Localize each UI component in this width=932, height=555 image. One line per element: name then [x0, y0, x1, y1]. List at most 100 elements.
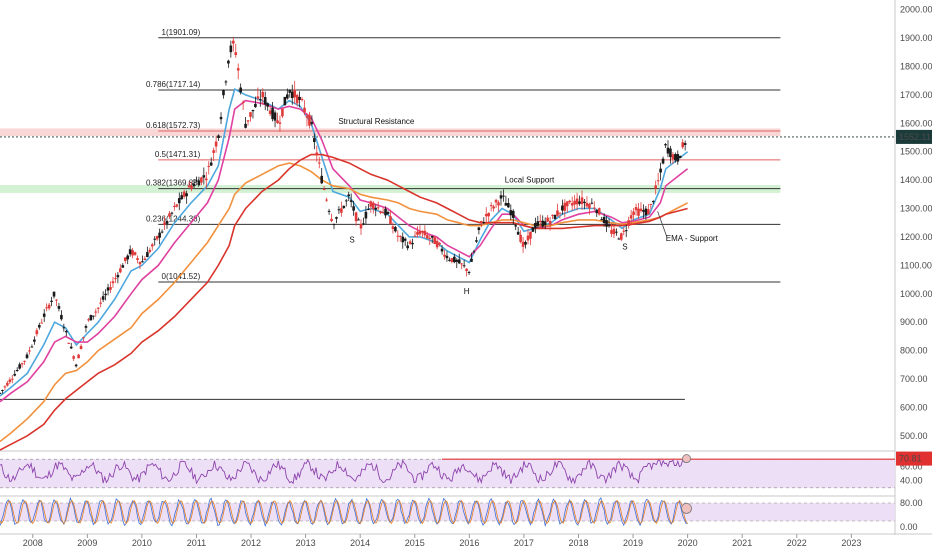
candle-body	[99, 302, 102, 304]
y-tick-label: 600.00	[900, 402, 928, 412]
candle-body	[234, 52, 238, 55]
candle-body	[200, 177, 203, 183]
candle-body	[8, 379, 12, 383]
candle-body	[475, 240, 478, 242]
candle-body	[583, 201, 586, 204]
candle-body	[271, 107, 274, 120]
candle-body	[352, 206, 355, 211]
candle-body	[104, 293, 107, 296]
candle-body	[332, 224, 336, 226]
candle-body	[347, 194, 351, 196]
candle-body	[92, 315, 95, 317]
candle-body	[170, 212, 174, 214]
candle-body	[440, 248, 444, 252]
candle-body	[433, 237, 436, 245]
candle-body	[229, 45, 233, 53]
x-tick-label: 2014	[350, 538, 370, 548]
candle-body	[620, 233, 623, 240]
y-tick-label: 1900.00	[900, 33, 932, 43]
rsi-tick-label: 60.00	[900, 461, 923, 471]
candle-body	[416, 231, 419, 235]
y-tick-label: 500.00	[900, 431, 928, 441]
candle-body	[6, 382, 9, 386]
candle-body	[467, 271, 471, 273]
candle-body	[168, 213, 171, 217]
candle-body	[538, 220, 542, 222]
candle-body	[450, 258, 454, 262]
last-price-tag	[896, 129, 932, 144]
candle-body	[155, 236, 159, 240]
candle-body	[136, 258, 139, 260]
candle-body	[72, 356, 75, 359]
y-tick-label: 1800.00	[900, 61, 932, 71]
candle-body	[330, 218, 333, 221]
candle-body	[499, 195, 503, 199]
candle-body	[337, 209, 341, 211]
candle-body	[629, 215, 633, 219]
moving-average-line	[0, 162, 688, 443]
candle-body	[217, 135, 220, 139]
candle-body	[406, 245, 409, 249]
candle-body	[214, 141, 218, 147]
candle-body	[647, 209, 650, 215]
candle-body	[89, 315, 93, 321]
candle-body	[344, 200, 348, 202]
candle-body	[173, 206, 176, 208]
candle-body	[482, 222, 486, 224]
candle-body	[305, 116, 309, 118]
moving-average-line	[0, 88, 689, 397]
x-tick-label: 2020	[678, 538, 698, 548]
candle-body	[40, 322, 44, 324]
candle-body	[150, 244, 154, 247]
candle-body	[637, 208, 640, 216]
rsi-value-tag	[896, 451, 932, 466]
candle-body	[109, 287, 112, 290]
candle-body	[310, 122, 314, 124]
candle-body	[293, 89, 296, 98]
candle-body	[298, 96, 301, 100]
candle-body	[575, 198, 579, 205]
candle-body	[563, 202, 567, 211]
candle-body	[671, 154, 675, 160]
candle-body	[494, 199, 498, 203]
candle-body	[133, 252, 137, 255]
candle-body	[18, 364, 21, 369]
candle-body	[612, 228, 616, 235]
candle-body	[398, 235, 402, 237]
candle-body	[62, 327, 66, 329]
candle-body	[123, 257, 127, 261]
x-tick-label: 2013	[296, 538, 316, 548]
candle-body	[595, 210, 599, 214]
stoch-band	[0, 503, 895, 521]
candle-body	[529, 231, 532, 239]
candle-body	[67, 342, 71, 344]
candle-body	[246, 120, 250, 122]
candle-body	[656, 180, 660, 182]
candle-body	[10, 378, 14, 380]
candle-body	[605, 220, 608, 227]
candle-body	[180, 195, 184, 200]
candle-body	[303, 107, 306, 113]
candle-body	[254, 103, 257, 108]
candle-body	[558, 212, 562, 214]
candle-body	[600, 219, 603, 221]
candle-body	[47, 304, 51, 309]
candle-body	[678, 155, 682, 158]
candle-body	[534, 223, 537, 229]
x-tick-label: 2019	[623, 538, 643, 548]
candle-body	[60, 314, 63, 320]
candle-body	[354, 212, 358, 222]
candle-body	[87, 319, 90, 321]
candle-body	[561, 205, 564, 211]
x-tick-label: 2018	[568, 538, 588, 548]
x-tick-label: 2015	[405, 538, 425, 548]
x-tick-label: 2009	[77, 538, 97, 548]
candle-body	[642, 210, 645, 212]
y-tick-label: 1100.00	[900, 260, 932, 270]
candle-body	[627, 220, 630, 227]
candle-body	[1, 389, 4, 391]
candle-body	[465, 268, 468, 272]
candle-body	[376, 207, 380, 209]
candle-body	[570, 203, 574, 206]
